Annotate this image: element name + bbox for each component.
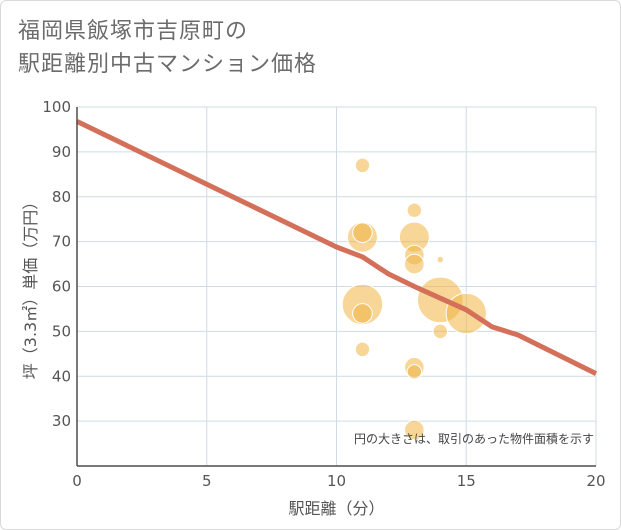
data-point [404, 253, 425, 275]
tick-labels: 30 40 50 60 70 80 90 100 0 5 10 15 20 [42, 98, 605, 490]
x-tick-label: 20 [586, 472, 605, 490]
y-tick-label: 80 [52, 188, 71, 206]
axes [76, 107, 596, 467]
y-tick-label: 100 [42, 98, 71, 116]
x-tick-label: 5 [202, 472, 212, 490]
data-point [404, 419, 425, 441]
bubbles [341, 157, 487, 441]
data-point [354, 341, 371, 358]
trend-line [75, 119, 598, 376]
trend-line-group [75, 119, 598, 376]
x-tick-label: 0 [72, 472, 82, 490]
data-point [432, 323, 448, 340]
y-axis-label: 坪（3.3㎡）単価（万円） [21, 194, 40, 379]
data-point [406, 202, 423, 218]
title-line-1: 福岡県飯塚市吉原町の [18, 19, 249, 44]
x-tick-label: 15 [457, 472, 476, 490]
x-tick-label: 10 [327, 472, 346, 490]
chart-title: 福岡県飯塚市吉原町の 駅距離別中古マンション価格 [18, 15, 317, 81]
data-point [445, 292, 487, 335]
y-tick-label: 60 [52, 278, 71, 296]
y-tick-label: 70 [52, 233, 71, 251]
data-point [354, 157, 371, 174]
title-line-2: 駅距離別中古マンション価格 [18, 52, 318, 77]
data-point [436, 255, 445, 264]
y-tick-label: 50 [52, 322, 71, 340]
data-point [352, 222, 373, 243]
y-tick-label: 30 [52, 412, 71, 430]
grid-lines [77, 106, 597, 466]
size-note: 円の大きさは、取引のあった物件面積を示す [354, 431, 594, 446]
x-axis-label: 駅距離（分） [288, 499, 384, 518]
data-point [406, 364, 423, 380]
y-tick-label: 90 [52, 143, 71, 161]
data-point [352, 303, 373, 324]
y-tick-label: 40 [52, 367, 71, 385]
